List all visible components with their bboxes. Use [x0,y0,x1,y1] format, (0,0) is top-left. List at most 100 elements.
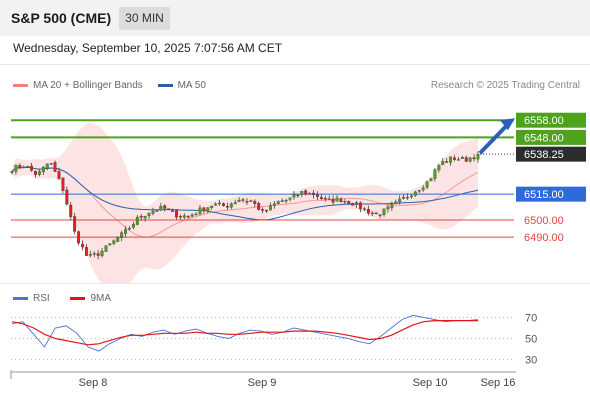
candle [398,198,402,203]
candle [417,190,421,192]
candle [124,229,128,234]
candle [143,216,147,219]
candle [37,171,41,175]
candle [167,208,171,210]
candle [147,213,151,216]
candle [245,201,249,203]
chart-title: S&P 500 (CME) [11,10,112,26]
candle [175,210,178,218]
candle [284,199,288,202]
candle [276,201,280,204]
price-legend: MA 20 + Bollinger Bands MA 50 [13,80,206,91]
candle [41,166,45,173]
level-label-6515-00: 6515.00 [524,189,564,201]
candle [249,200,253,202]
candle [100,250,104,256]
candle [269,205,272,211]
candle [382,208,386,216]
ma50-swatch [157,83,173,87]
candle [304,190,308,195]
level-label-6558-00: 6558.00 [524,115,564,127]
header-separator [0,64,590,65]
candle [186,216,190,218]
x-tick-sep-10: Sep 10 [413,377,448,389]
rsi-swatch [13,296,28,300]
candle [108,243,112,246]
candle [237,199,241,202]
candle [445,161,449,163]
candle [128,228,131,230]
candle [69,204,73,218]
credit-text: Research © 2025 Trading Central [430,80,580,91]
forecast-arrow-head [500,118,515,131]
candle [335,197,339,202]
candle [413,191,417,196]
candle [65,189,69,205]
candle [433,169,437,179]
candle [339,198,343,203]
ma9-swatch [70,296,86,300]
timestamp: Wednesday, September 10, 2025 7:07:56 AM… [13,41,283,55]
candle [253,200,257,204]
candle [402,196,406,199]
candle [57,171,61,179]
candle [347,201,351,204]
candle [26,166,30,168]
candle [319,196,323,199]
level-tag-6515-00 [516,186,586,202]
candle [96,253,100,256]
candle [272,203,276,206]
last-price-label: 6538.25 [524,149,564,161]
x-tick-sep-8: Sep 8 [79,377,108,389]
candle [18,165,22,168]
candle [308,192,312,195]
candle [120,232,124,238]
candle [327,198,331,200]
candle [386,206,390,210]
candle [182,215,186,218]
candle [34,171,37,175]
candle [151,210,155,214]
x-tick-sep-9: Sep 9 [248,377,277,389]
candle [135,216,139,225]
candle [53,162,57,172]
candle [370,212,374,215]
rsi-series-rsi [11,314,479,352]
candle [155,210,159,212]
candle [366,209,370,214]
candle [464,157,468,162]
candle [468,157,472,162]
rsi-chart[interactable]: 70 50 30 Sep 8 Sep 9 Sep 10 Sep 16 [0,288,590,400]
candle [229,203,233,208]
candle [390,204,394,208]
candle [202,207,206,212]
candle [460,157,464,159]
rsi-series-9ma [11,320,478,346]
candle [331,198,335,203]
rsi-tick-50: 50 [525,334,537,346]
candle [449,156,453,163]
ma50-legend-label: MA 50 [177,80,206,91]
candle [30,165,34,171]
candle [159,205,163,211]
candle [441,160,445,165]
candle [233,202,237,205]
timeframe-button[interactable]: 30 MIN [119,7,170,30]
rsi-tick-30: 30 [525,355,537,367]
candle [45,163,49,169]
candle [280,200,284,202]
candle [84,247,88,256]
price-chart[interactable]: 6558.00 6548.00 6538.25 6515.00 6500.00 6490.… [0,64,590,284]
panel-separator [0,283,590,284]
candle [171,210,175,212]
level-label-6490-00: 6490.00 [524,232,564,244]
candle [288,197,292,200]
candle [77,231,81,244]
candle [476,154,480,160]
ma9-legend-label: 9MA [90,293,112,304]
candle [394,201,398,204]
level-label-6548-00: 6548.00 [524,132,564,144]
candle [61,177,65,191]
candle [429,178,433,182]
candle [225,205,229,208]
